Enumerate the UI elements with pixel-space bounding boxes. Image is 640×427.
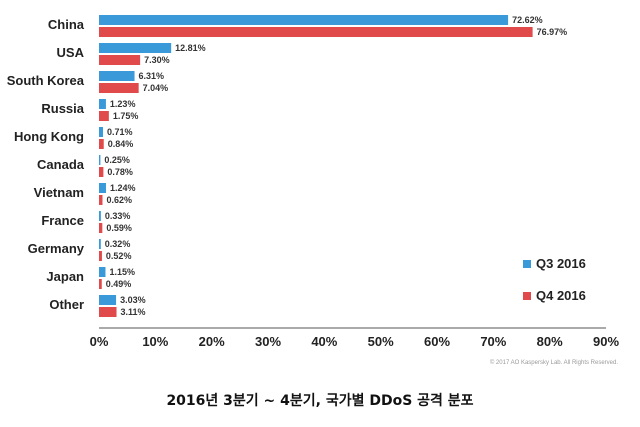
bar-q3 — [99, 211, 101, 221]
bar-q4 — [99, 55, 141, 65]
bar-q3 — [99, 295, 117, 305]
bar-q3 — [99, 155, 101, 165]
category-label: China — [48, 17, 85, 32]
data-label: 0.59% — [106, 223, 132, 233]
data-label: 1.24% — [110, 183, 136, 193]
category-label: Other — [49, 297, 84, 312]
data-label: 3.11% — [121, 307, 146, 317]
data-label: 7.04% — [143, 83, 169, 93]
x-tick-label: 60% — [424, 334, 450, 349]
data-label: 7.30% — [144, 55, 170, 65]
data-label: 6.31% — [139, 71, 165, 81]
data-label: 0.25% — [104, 155, 130, 165]
data-label: 0.33% — [105, 211, 131, 221]
plot-area: China 72.62% 76.97% USA 12.81% 7.30% South Kor… — [7, 15, 619, 349]
legend-label-q3: Q3 2016 — [536, 256, 586, 271]
bar-q3 — [99, 183, 106, 193]
bar-q3 — [99, 71, 135, 81]
category-label: Canada — [37, 157, 85, 172]
bar-q3 — [99, 127, 103, 137]
data-label: 0.78% — [107, 167, 133, 177]
bar-q3 — [99, 239, 101, 249]
data-label: 12.81% — [175, 43, 206, 53]
bar-q4 — [99, 251, 102, 261]
data-label: 0.49% — [106, 279, 132, 289]
x-tick-label: 80% — [537, 334, 563, 349]
data-label: 0.52% — [106, 251, 132, 261]
legend-swatch-q4 — [523, 292, 531, 300]
bar-q4 — [99, 307, 117, 317]
bar-q4 — [99, 167, 104, 177]
bar-q3 — [99, 15, 509, 25]
x-tick-label: 0% — [90, 334, 109, 349]
category-label: Vietnam — [34, 185, 84, 200]
bar-q4 — [99, 111, 109, 121]
category-label: Russia — [41, 101, 84, 116]
data-label: 0.62% — [106, 195, 132, 205]
bar-q3 — [99, 267, 106, 277]
data-label: 0.84% — [108, 139, 134, 149]
category-label: USA — [57, 45, 85, 60]
legend-swatch-q3 — [523, 260, 531, 268]
copyright-note: © 2017 AO Kaspersky Lab. All Rights Rese… — [490, 359, 618, 366]
category-label: Hong Kong — [14, 129, 84, 144]
bar-q4 — [99, 195, 103, 205]
bar-q4 — [99, 279, 102, 289]
bar-q4 — [99, 83, 139, 93]
category-label: South Korea — [7, 73, 85, 88]
x-tick-label: 90% — [593, 334, 619, 349]
data-label: 76.97% — [537, 27, 568, 37]
data-label: 1.15% — [109, 267, 135, 277]
bar-q3 — [99, 43, 172, 53]
x-tick-label: 40% — [311, 334, 337, 349]
x-tick-label: 20% — [199, 334, 225, 349]
bar-q4 — [99, 139, 104, 149]
data-label: 0.32% — [105, 239, 131, 249]
category-label: Japan — [46, 269, 84, 284]
data-label: 72.62% — [512, 15, 543, 25]
data-label: 0.71% — [107, 127, 133, 137]
x-tick-label: 10% — [142, 334, 168, 349]
bar-q4 — [99, 27, 533, 37]
data-label: 1.75% — [113, 111, 139, 121]
chart-caption: 2016년 3분기 ~ 4분기, 국가별 DDoS 공격 분포 — [166, 393, 474, 409]
legend-label-q4: Q4 2016 — [536, 288, 586, 303]
category-label: Germany — [28, 241, 85, 256]
data-label: 1.23% — [110, 99, 136, 109]
category-label: France — [41, 213, 84, 228]
bar-q4 — [99, 223, 103, 233]
x-tick-label: 70% — [480, 334, 506, 349]
x-tick-label: 30% — [255, 334, 281, 349]
x-tick-label: 50% — [368, 334, 394, 349]
data-label: 3.03% — [120, 295, 146, 305]
bar-q3 — [99, 99, 106, 109]
